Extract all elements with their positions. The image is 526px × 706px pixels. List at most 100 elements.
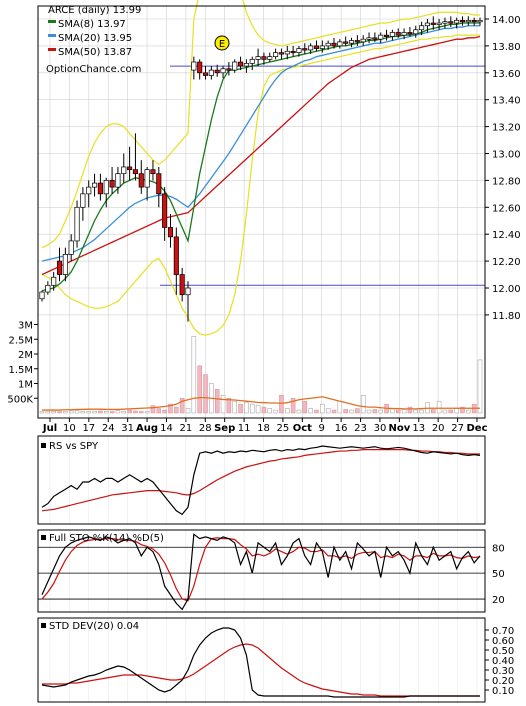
x-tick-label: 11 <box>238 423 251 434</box>
x-tick-label: Nov <box>388 423 410 434</box>
candle-up <box>465 19 471 23</box>
volume-bar <box>144 410 150 414</box>
candle-up <box>232 61 238 71</box>
volume-bar <box>86 411 91 414</box>
candle-down <box>395 32 401 36</box>
x-tick-label: 30 <box>374 423 387 434</box>
legend-swatch-sma50 <box>48 48 56 51</box>
volume-bar <box>395 409 401 414</box>
candle-down <box>354 40 360 43</box>
candle-down <box>127 166 133 170</box>
x-tick-label: 13 <box>412 423 425 434</box>
sto-tick-label: 20 <box>492 595 505 606</box>
volume-bar <box>378 409 383 414</box>
candle-down <box>430 22 436 25</box>
sma8-line <box>41 22 480 292</box>
std-label-marker <box>41 623 46 628</box>
candle-up <box>39 291 45 300</box>
bollinger-lower-line <box>41 34 480 336</box>
sto-tick-label: 50 <box>492 569 505 580</box>
sto-k-line <box>41 533 481 611</box>
main-legend: ARCE (daily) 13.99 SMA(8) 13.97 SMA(20) … <box>46 5 141 75</box>
candle-down <box>372 37 378 40</box>
x-tick-label: 10 <box>63 423 76 434</box>
sto-panel-border <box>37 529 486 613</box>
volume-bar <box>214 389 220 414</box>
candle-down <box>407 32 413 35</box>
std-tick-label: 0.60 <box>492 636 514 647</box>
volume-bar <box>454 408 459 414</box>
y-tick-label: 12.40 <box>492 230 521 241</box>
chart-title: ARCE (daily) 13.99 <box>48 5 141 16</box>
volume-bar <box>261 406 267 414</box>
volume-bar <box>325 408 331 414</box>
std-tick-label: 0.20 <box>492 676 514 687</box>
x-tick-label: 23 <box>354 423 367 434</box>
candle-up <box>80 193 86 208</box>
earnings-marker-circle <box>214 35 230 51</box>
candle-up <box>378 34 384 40</box>
sma20-line <box>41 25 480 262</box>
candle-up <box>477 19 483 23</box>
x-tick-label: 17 <box>82 423 95 434</box>
x-tick-label: 16 <box>335 423 348 434</box>
candle-up <box>249 58 255 64</box>
volume-bar <box>448 409 454 414</box>
candle-down <box>343 41 349 44</box>
volume-bar <box>185 408 191 414</box>
candle-up <box>51 276 57 286</box>
legend-swatch-sma20 <box>48 34 56 37</box>
candle-up <box>86 186 92 195</box>
candle-up <box>267 56 273 60</box>
volume-bar <box>45 411 51 414</box>
std-label: STD DEV(20) 0.04 <box>49 621 139 632</box>
candle-down <box>197 61 203 74</box>
volume-bar <box>331 409 337 414</box>
candle-down <box>290 50 296 54</box>
x-tick-label: Oct <box>293 423 312 434</box>
volume-bar <box>466 409 471 414</box>
candle-up <box>115 173 121 188</box>
candle-down <box>448 21 454 24</box>
candle-down <box>109 180 115 188</box>
y-tick-label: 13.60 <box>492 69 521 80</box>
candle-up <box>208 69 214 76</box>
std-line <box>41 627 480 698</box>
candle-down <box>331 42 337 47</box>
volume-bar <box>121 410 127 414</box>
candle-up <box>389 32 395 37</box>
volume-bar <box>162 409 167 414</box>
candle-up <box>62 254 68 275</box>
volume-bar <box>226 398 232 414</box>
earnings-marker-label: E <box>219 39 225 50</box>
candle-down <box>167 227 174 238</box>
std-panel-border <box>37 617 486 703</box>
volume-bar <box>279 395 284 414</box>
volume-bar <box>238 403 243 414</box>
volume-bar <box>156 408 162 414</box>
y-tick-label: 13.00 <box>492 150 521 161</box>
volume-bar <box>174 406 179 414</box>
volume-bar <box>255 405 261 414</box>
candle-up <box>424 22 430 27</box>
y-tick-label: 12.60 <box>492 203 521 214</box>
candle-down <box>214 69 220 74</box>
rs-average-line <box>41 449 480 512</box>
legend-sma50: SMA(50) 13.87 <box>58 47 132 58</box>
candle-up <box>319 45 325 49</box>
volume-bar <box>407 406 413 414</box>
volume-bar <box>285 408 290 414</box>
x-tick-label: 31 <box>121 423 134 434</box>
y-tick-label: 11.80 <box>492 311 521 322</box>
x-tick-label: Aug <box>136 423 158 434</box>
candle-down <box>278 52 284 55</box>
volume-bar <box>191 336 197 414</box>
y-tick-label: 12.80 <box>492 176 521 187</box>
candle-up <box>243 63 249 67</box>
volume-bar <box>460 406 465 414</box>
sto-label-marker <box>41 535 46 540</box>
candle-down <box>226 68 232 71</box>
candle-down <box>97 182 103 195</box>
volume-bar <box>302 400 308 414</box>
